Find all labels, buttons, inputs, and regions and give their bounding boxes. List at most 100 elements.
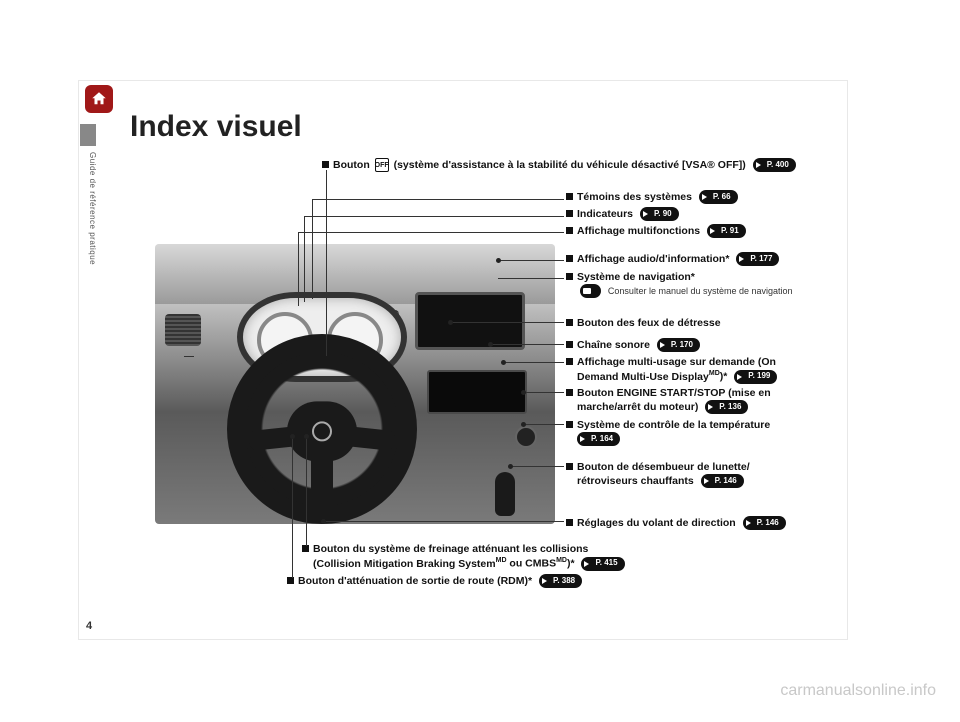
callout-point (488, 342, 493, 347)
t: Affichage multi-usage sur demande (On (577, 356, 776, 368)
star: * (528, 575, 532, 587)
t: Demand Multi-Use Display (577, 371, 709, 383)
bullet-icon (566, 210, 573, 217)
bullet-icon (566, 227, 573, 234)
t: Bouton des feux de détresse (577, 317, 721, 329)
page-ref-pill[interactable]: P. 136 (705, 400, 748, 414)
home-icon[interactable] (85, 85, 113, 113)
leader (503, 362, 564, 363)
label-indicateurs: Indicateurs P. 90 (566, 207, 679, 221)
t: Indicateurs (577, 208, 633, 220)
callout-point (521, 422, 526, 427)
label-vsa: Bouton OFF (système d'assistance à la st… (322, 158, 796, 172)
steering-wheel (227, 334, 417, 524)
t: Bouton (333, 159, 370, 171)
t: Bouton du système de freinage atténuant … (313, 543, 588, 555)
bullet-icon (566, 519, 573, 526)
leader (510, 466, 564, 467)
callout-point (290, 434, 295, 439)
star: * (723, 371, 727, 383)
leader (523, 424, 564, 425)
vsa-button-icon: OFF (375, 158, 389, 172)
page-ref-pill[interactable]: P. 164 (577, 432, 620, 446)
label-sonore: Chaîne sonore P. 170 (566, 338, 700, 352)
leader (326, 170, 327, 356)
star: * (691, 271, 695, 283)
leader (304, 216, 305, 302)
page-ref-pill[interactable]: P. 388 (539, 574, 582, 588)
bullet-icon (287, 577, 294, 584)
watermark: carmanualsonline.info (780, 682, 936, 700)
page-ref-pill[interactable]: P. 415 (581, 557, 624, 571)
label-engine: Bouton ENGINE START/STOP (mise en marche… (566, 386, 771, 414)
label-multifonctions: Affichage multifonctions P. 91 (566, 224, 746, 238)
bullet-icon (566, 319, 573, 326)
page-ref-pill[interactable]: P. 177 (736, 252, 779, 266)
label-odmd: Affichage multi-usage sur demande (On De… (566, 355, 777, 384)
star: * (570, 558, 574, 570)
t: Témoins des systèmes (577, 191, 692, 203)
t: (système d'assistance à la stabilité du … (394, 159, 746, 171)
leader (498, 278, 564, 279)
bullet-icon (566, 255, 573, 262)
page-ref-pill[interactable]: P. 146 (701, 474, 744, 488)
page-ref-pill[interactable]: P. 199 (734, 370, 777, 384)
t: Système de navigation (577, 271, 691, 283)
leader (490, 344, 564, 345)
t: rétroviseurs chauffants (577, 475, 694, 487)
bullet-icon (566, 358, 573, 365)
page-ref-pill[interactable]: P. 146 (743, 516, 786, 530)
callout-point (508, 464, 513, 469)
label-volant: Réglages du volant de direction P. 146 (566, 516, 786, 530)
callout-point (448, 320, 453, 325)
label-detresse: Bouton des feux de détresse (566, 316, 721, 330)
page-title: Index visuel (130, 110, 302, 144)
t: Bouton ENGINE START/STOP (mise en (577, 387, 771, 399)
callout-point (521, 390, 526, 395)
label-cmbs: Bouton du système de freinage atténuant … (302, 542, 625, 571)
leader (523, 392, 564, 393)
leader (498, 260, 564, 261)
wheel-hub (287, 401, 357, 461)
bullet-icon (566, 193, 573, 200)
bullet-icon (566, 389, 573, 396)
leader (323, 521, 564, 522)
callout-point (496, 258, 501, 263)
t: Système de contrôle de la température (577, 419, 770, 431)
bullet-icon (566, 273, 573, 280)
page-ref-pill[interactable]: P. 400 (753, 158, 796, 172)
lower-display (427, 370, 527, 414)
leader (312, 199, 313, 299)
page-ref-pill[interactable]: P. 170 (657, 338, 700, 352)
bullet-icon (322, 161, 329, 168)
leader (450, 322, 564, 323)
dashboard-photo (155, 244, 555, 524)
note: Consulter le manuel du système de naviga… (608, 286, 793, 296)
center-display (415, 292, 525, 350)
t: marche/arrêt du moteur) (577, 401, 698, 413)
side-tab (80, 124, 96, 146)
page-ref-pill[interactable]: P. 91 (707, 224, 746, 238)
leader (304, 216, 564, 217)
bullet-icon (566, 341, 573, 348)
book-ref-pill[interactable] (580, 284, 601, 298)
callout-point (304, 434, 309, 439)
leader (184, 356, 185, 357)
leader (298, 232, 564, 233)
house-icon (90, 90, 108, 108)
bullet-icon (566, 421, 573, 428)
leader (298, 232, 299, 306)
t: Bouton d'atténuation de sortie de route … (298, 575, 528, 587)
control-knob (515, 426, 537, 448)
callout-point (321, 519, 326, 524)
t: (Collision Mitigation Braking System (313, 558, 496, 570)
bullet-icon (302, 545, 309, 552)
label-climate: Système de contrôle de la température P.… (566, 418, 770, 446)
leader (306, 436, 307, 546)
star: * (725, 253, 729, 265)
t: Bouton de désembueur de lunette/ (577, 461, 750, 473)
label-rdm: Bouton d'atténuation de sortie de route … (287, 574, 582, 588)
page-ref-pill[interactable]: P. 66 (699, 190, 738, 204)
page-ref-pill[interactable]: P. 90 (640, 207, 679, 221)
label-nav: Système de navigation* Consulter le manu… (566, 270, 793, 298)
